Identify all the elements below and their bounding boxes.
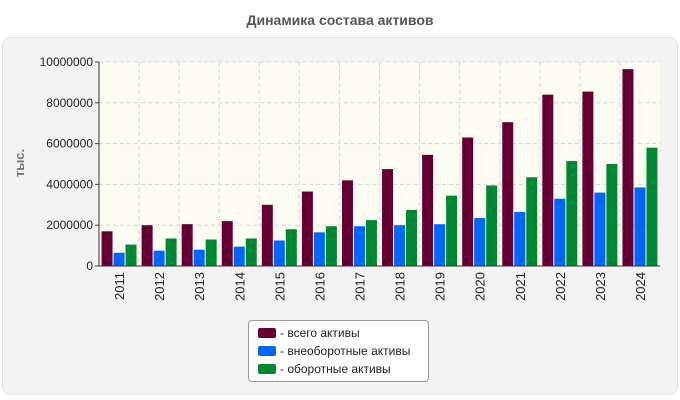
bar-noncurrent — [594, 192, 606, 266]
bar-total — [301, 191, 313, 266]
legend-swatch-total — [258, 328, 276, 338]
x-tick-label: 2018 — [393, 272, 408, 301]
bar-total — [261, 204, 273, 266]
legend-item-noncurrent: - внеоборотные активы — [258, 342, 428, 360]
bar-total — [542, 94, 554, 266]
bar-noncurrent — [474, 218, 486, 266]
bar-current — [125, 244, 137, 266]
legend-item-total: - всего активы — [258, 324, 428, 342]
bar-total — [101, 231, 113, 266]
bar-current — [606, 164, 618, 266]
bar-total — [382, 169, 394, 266]
bar-current — [245, 238, 257, 266]
chart-title: Динамика состава активов — [246, 12, 434, 28]
y-tick-label: 8000000 — [46, 96, 93, 110]
bar-current — [566, 160, 578, 266]
legend-swatch-current — [258, 364, 276, 374]
y-tick-label: 4000000 — [46, 177, 93, 191]
bar-total — [341, 180, 353, 266]
legend: - всего активы - внеоборотные активы - о… — [248, 320, 429, 382]
bar-noncurrent — [113, 252, 125, 266]
x-tick-label: 2015 — [272, 272, 287, 301]
bar-current — [165, 238, 177, 266]
y-tick-label: 6000000 — [46, 137, 93, 151]
bar-current — [486, 185, 498, 266]
bar-current — [646, 147, 658, 266]
legend-swatch-noncurrent — [258, 346, 276, 356]
bar-noncurrent — [273, 240, 285, 266]
bar-current — [406, 209, 418, 266]
bar-current — [205, 239, 217, 266]
bar-total — [221, 221, 233, 266]
legend-label-current: - оборотные активы — [280, 362, 391, 376]
bar-noncurrent — [193, 249, 205, 266]
bar-noncurrent — [634, 187, 646, 266]
bar-current — [526, 177, 538, 266]
bar-noncurrent — [153, 250, 165, 266]
bar-total — [622, 69, 634, 266]
bar-noncurrent — [514, 211, 526, 266]
bar-noncurrent — [313, 232, 325, 266]
bar-current — [325, 226, 337, 266]
x-tick-label: 2020 — [473, 272, 488, 301]
y-tick-label: 0 — [86, 259, 93, 273]
bar-noncurrent — [394, 225, 406, 266]
bar-total — [141, 225, 153, 266]
bar-total — [502, 122, 514, 267]
bar-total — [422, 154, 434, 266]
y-tick-label: 10000000 — [40, 55, 94, 69]
x-tick-label: 2019 — [433, 272, 448, 301]
legend-label-total: - всего активы — [280, 326, 360, 340]
bar-total — [181, 224, 193, 266]
x-tick-label: 2016 — [312, 272, 327, 301]
y-axis-label: тыс. — [12, 149, 27, 177]
bar-current — [446, 195, 458, 266]
x-tick-label: 2011 — [112, 272, 127, 300]
x-tick-label: 2022 — [553, 272, 568, 301]
x-tick-label: 2013 — [192, 272, 207, 301]
bar-noncurrent — [353, 226, 365, 266]
y-tick-label: 2000000 — [46, 218, 93, 232]
bar-total — [462, 137, 474, 266]
bar-current — [365, 220, 377, 266]
bar-noncurrent — [434, 224, 446, 266]
x-tick-label: 2021 — [513, 272, 528, 301]
bar-noncurrent — [233, 246, 245, 266]
bar-total — [582, 91, 594, 266]
x-tick-label: 2024 — [633, 272, 648, 301]
legend-label-noncurrent: - внеоборотные активы — [280, 344, 411, 358]
bar-noncurrent — [554, 198, 566, 266]
x-tick-label: 2012 — [152, 272, 167, 301]
x-tick-label: 2017 — [352, 272, 367, 301]
x-tick-label: 2023 — [593, 272, 608, 301]
legend-item-current: - оборотные активы — [258, 360, 428, 378]
x-tick-label: 2014 — [232, 272, 247, 301]
bar-current — [285, 229, 297, 266]
